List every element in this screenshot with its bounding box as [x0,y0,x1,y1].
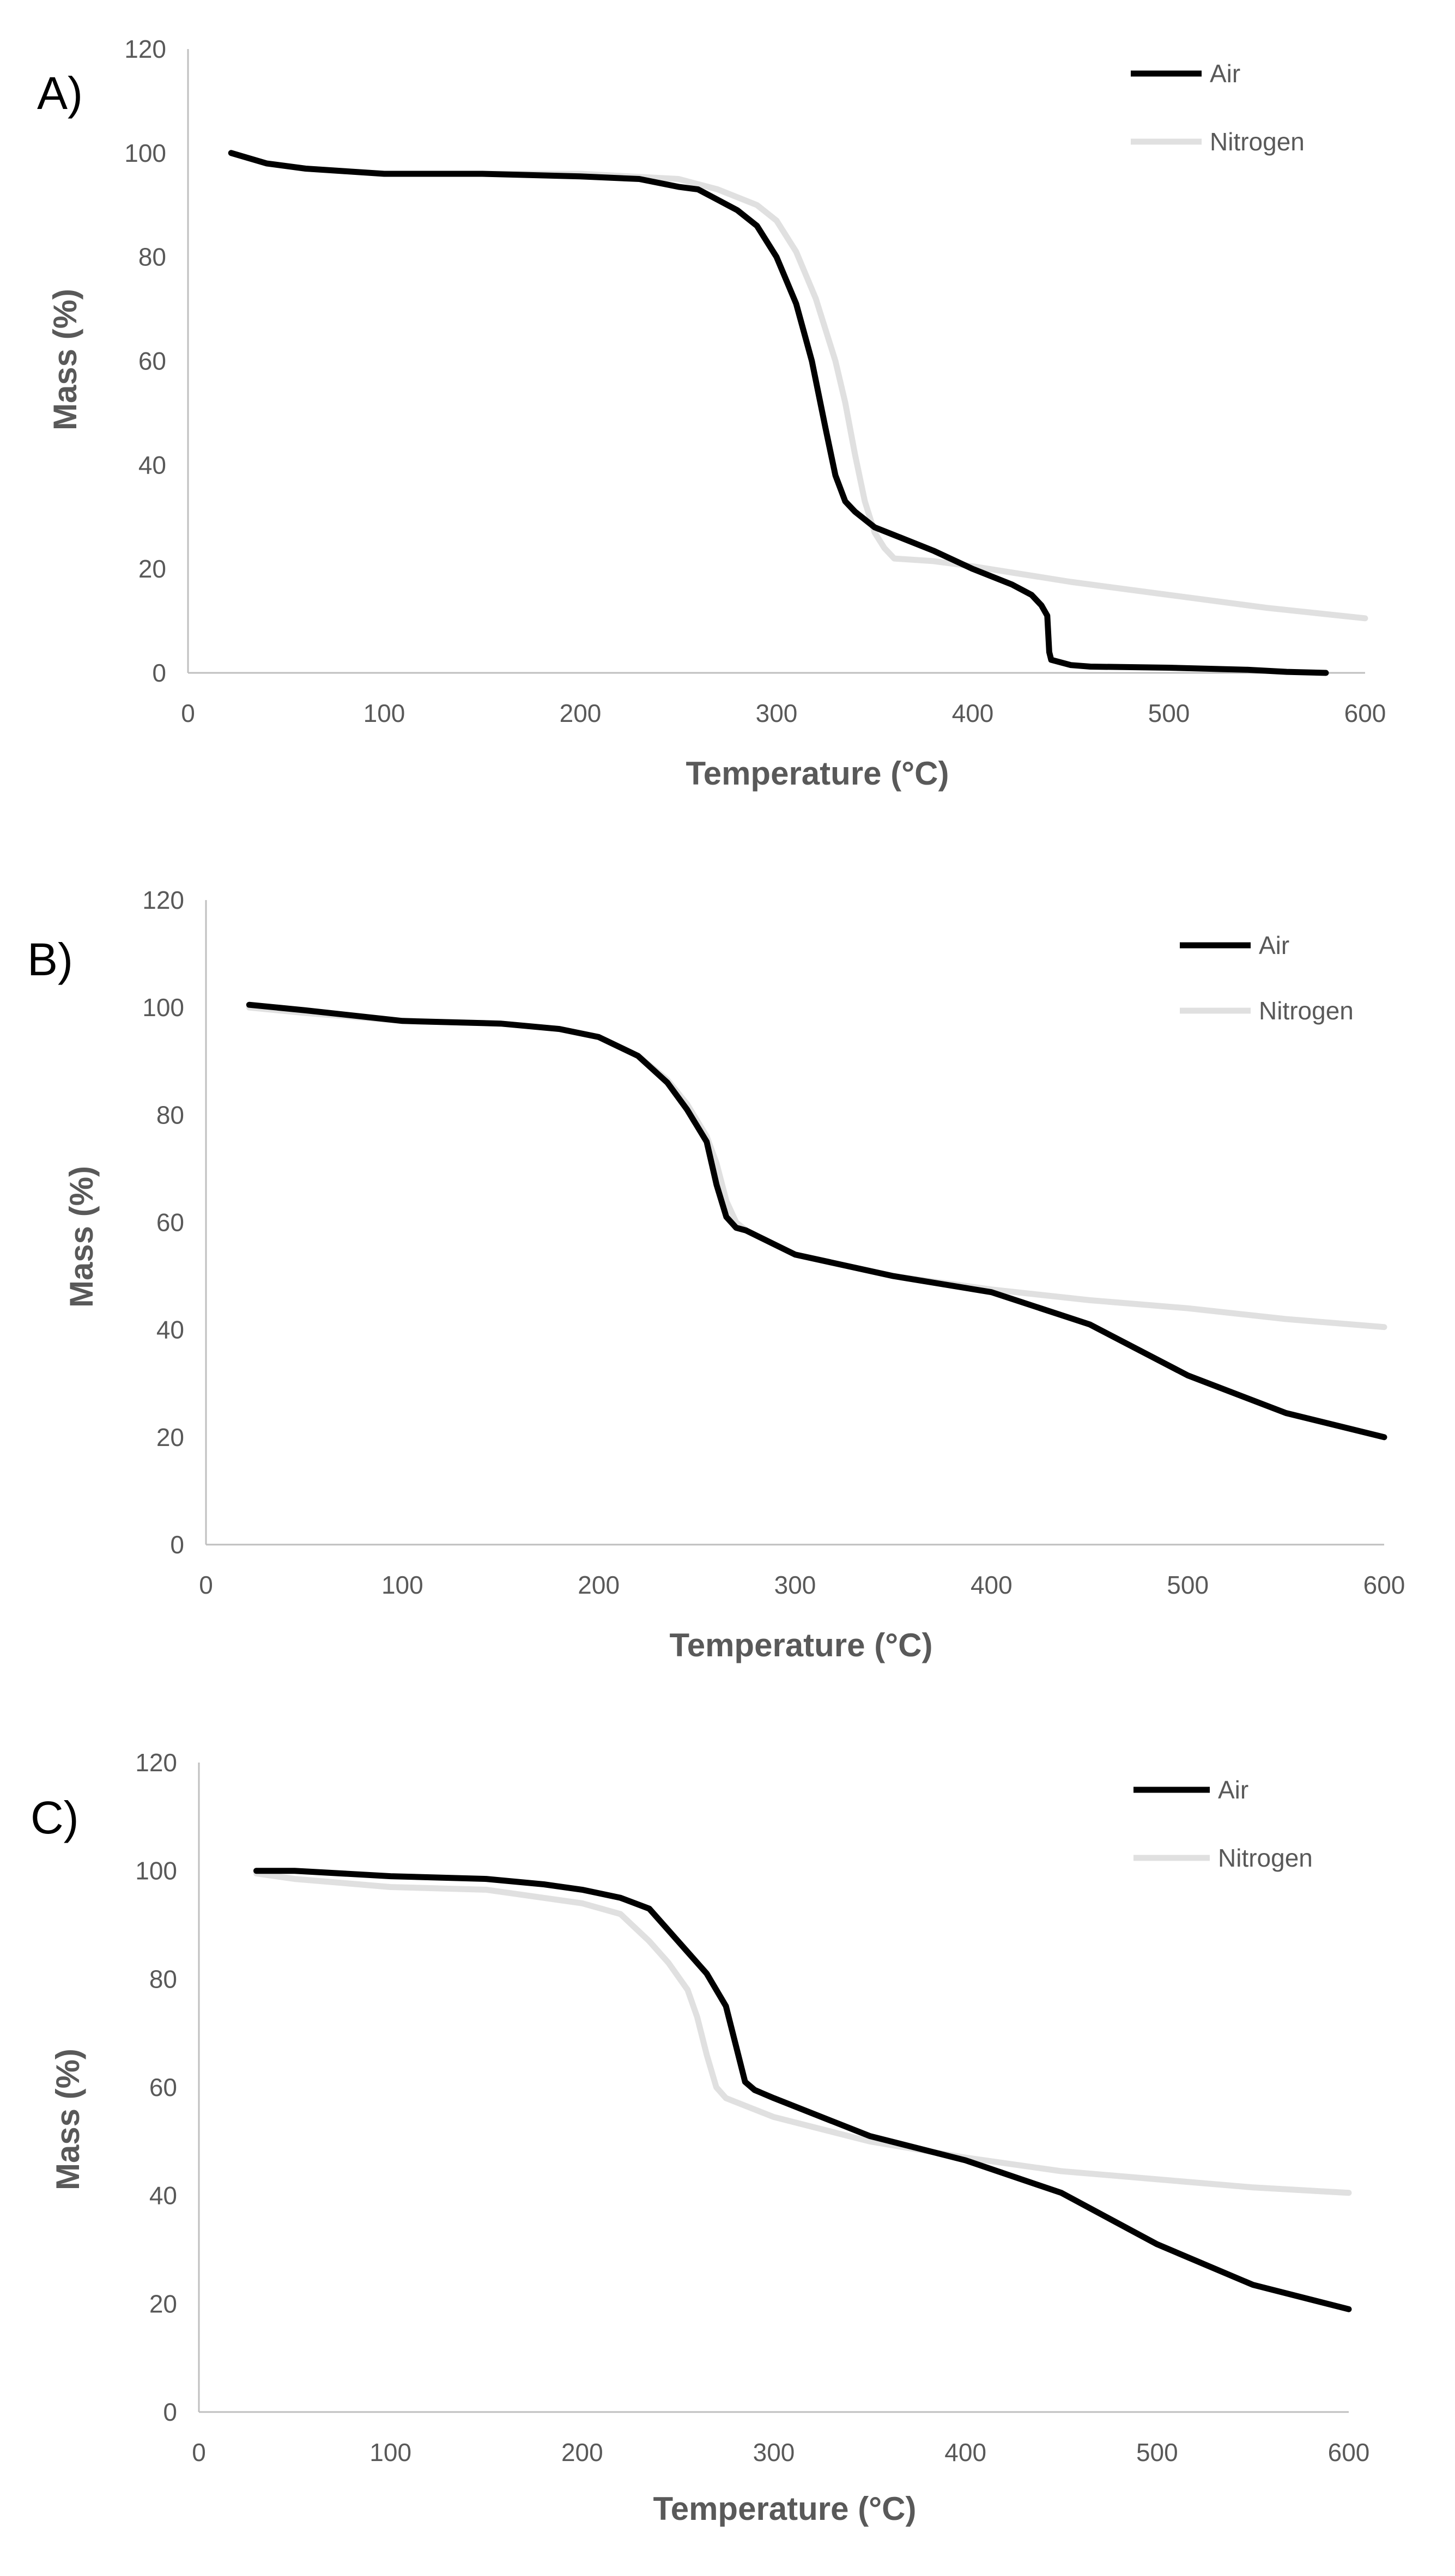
x-tick-label-c: 500 [1136,2438,1178,2466]
legend-b: Air Nitrogen [1180,931,1354,1025]
y-tick-label-c: 80 [149,1965,177,1993]
x-tick-label-c: 300 [753,2438,795,2466]
y-tick-label-b: 0 [170,1530,184,1559]
series-line-air-b [246,1001,1387,1441]
x-tick-label-a: 300 [756,699,798,727]
legend-c: Air Nitrogen [1133,1776,1313,1872]
y-tick-label-b: 120 [142,886,184,914]
series-line-air-a [228,150,1329,676]
legend-label-nitrogen-a: Nitrogen [1210,127,1305,156]
y-tick-label-a: 80 [138,243,166,271]
panel-a-label: A) [37,68,83,119]
y-tick-label-c: 0 [163,2398,177,2426]
series-line-nitrogen-b [246,1004,1387,1330]
plot-area-c: 0 20 40 60 80 100 120 0 100 200 300 400 500 600 [135,1748,1369,2466]
chart-a-svg: A) 0 20 40 60 80 100 120 0 100 200 300 400 500 600 Te… [37,35,1386,792]
legend-label-nitrogen-b: Nitrogen [1259,997,1354,1025]
x-tick-label-b: 100 [381,1571,423,1599]
panel-c-label: C) [31,1792,79,1843]
chart-b-svg: B) 0 20 40 60 80 100 120 0 100 200 300 400 500 600 Te… [27,886,1405,1663]
y-axis-title-a: Mass (%) [47,289,83,430]
panel-b-label: B) [27,934,73,985]
x-tick-label-a: 100 [363,699,405,727]
x-tick-label-b: 200 [578,1571,620,1599]
y-tick-label-b: 40 [156,1316,184,1344]
x-tick-label-c: 100 [369,2438,411,2466]
y-tick-label-a: 20 [138,555,166,583]
y-tick-label-b: 80 [156,1101,184,1129]
legend-label-nitrogen-c: Nitrogen [1218,1844,1313,1872]
x-tick-label-a: 0 [181,699,195,727]
x-tick-label-b: 400 [971,1571,1013,1599]
x-tick-label-b: 600 [1363,1571,1405,1599]
y-tick-label-c: 100 [135,1857,177,1885]
plot-area-b: 0 20 40 60 80 100 120 0 100 200 300 400 500 600 [142,886,1405,1599]
x-tick-label-c: 200 [561,2438,603,2466]
x-tick-label-b: 300 [774,1571,816,1599]
chart-panel-a: A) 0 20 40 60 80 100 120 0 100 200 300 400 500 600 Te… [0,0,1455,828]
series-line-nitrogen-a [228,150,1368,622]
series-line-nitrogen-c [253,1870,1352,2196]
x-tick-label-a: 600 [1344,699,1386,727]
y-tick-label-a: 0 [152,659,166,687]
x-tick-label-a: 200 [560,699,602,727]
x-tick-label-c: 400 [944,2438,986,2466]
y-tick-label-c: 60 [149,2073,177,2101]
x-tick-label-b: 500 [1167,1571,1209,1599]
legend-label-air-a: Air [1210,59,1240,88]
y-tick-label-b: 20 [156,1423,184,1451]
x-axis-title-a: Temperature (°C) [686,755,949,792]
series-line-air-c [253,1868,1352,2312]
y-axis-title-b: Mass (%) [63,1166,100,1308]
y-tick-label-b: 100 [142,993,184,1022]
y-tick-label-c: 120 [135,1748,177,1777]
chart-panel-b: B) 0 20 40 60 80 100 120 0 100 200 300 400 500 600 Te… [0,866,1455,1711]
chart-c-svg: C) 0 20 40 60 80 100 120 0 100 200 300 400 500 600 Te… [31,1748,1369,2527]
legend-label-air-b: Air [1259,931,1289,959]
y-tick-label-a: 120 [124,35,166,63]
legend-a: Air Nitrogen [1131,59,1305,156]
chart-panel-c: C) 0 20 40 60 80 100 120 0 100 200 300 400 500 600 Te… [0,1724,1455,2576]
y-tick-label-c: 20 [149,2289,177,2318]
plot-area-a: 0 20 40 60 80 100 120 0 100 200 300 400 500 600 [124,35,1386,727]
y-tick-label-a: 60 [138,347,166,375]
x-tick-label-a: 400 [952,699,994,727]
y-tick-label-b: 60 [156,1208,184,1237]
x-tick-label-c: 0 [192,2438,206,2466]
y-axis-title-c: Mass (%) [50,2049,86,2190]
x-axis-title-c: Temperature (°C) [653,2490,917,2527]
x-tick-label-c: 600 [1328,2438,1370,2466]
y-tick-label-c: 40 [149,2182,177,2210]
y-tick-label-a: 40 [138,451,166,479]
legend-label-air-c: Air [1218,1776,1248,1804]
x-tick-label-a: 500 [1148,699,1190,727]
x-tick-label-b: 0 [199,1571,213,1599]
x-axis-title-b: Temperature (°C) [670,1627,933,1663]
y-tick-label-a: 100 [124,139,166,167]
